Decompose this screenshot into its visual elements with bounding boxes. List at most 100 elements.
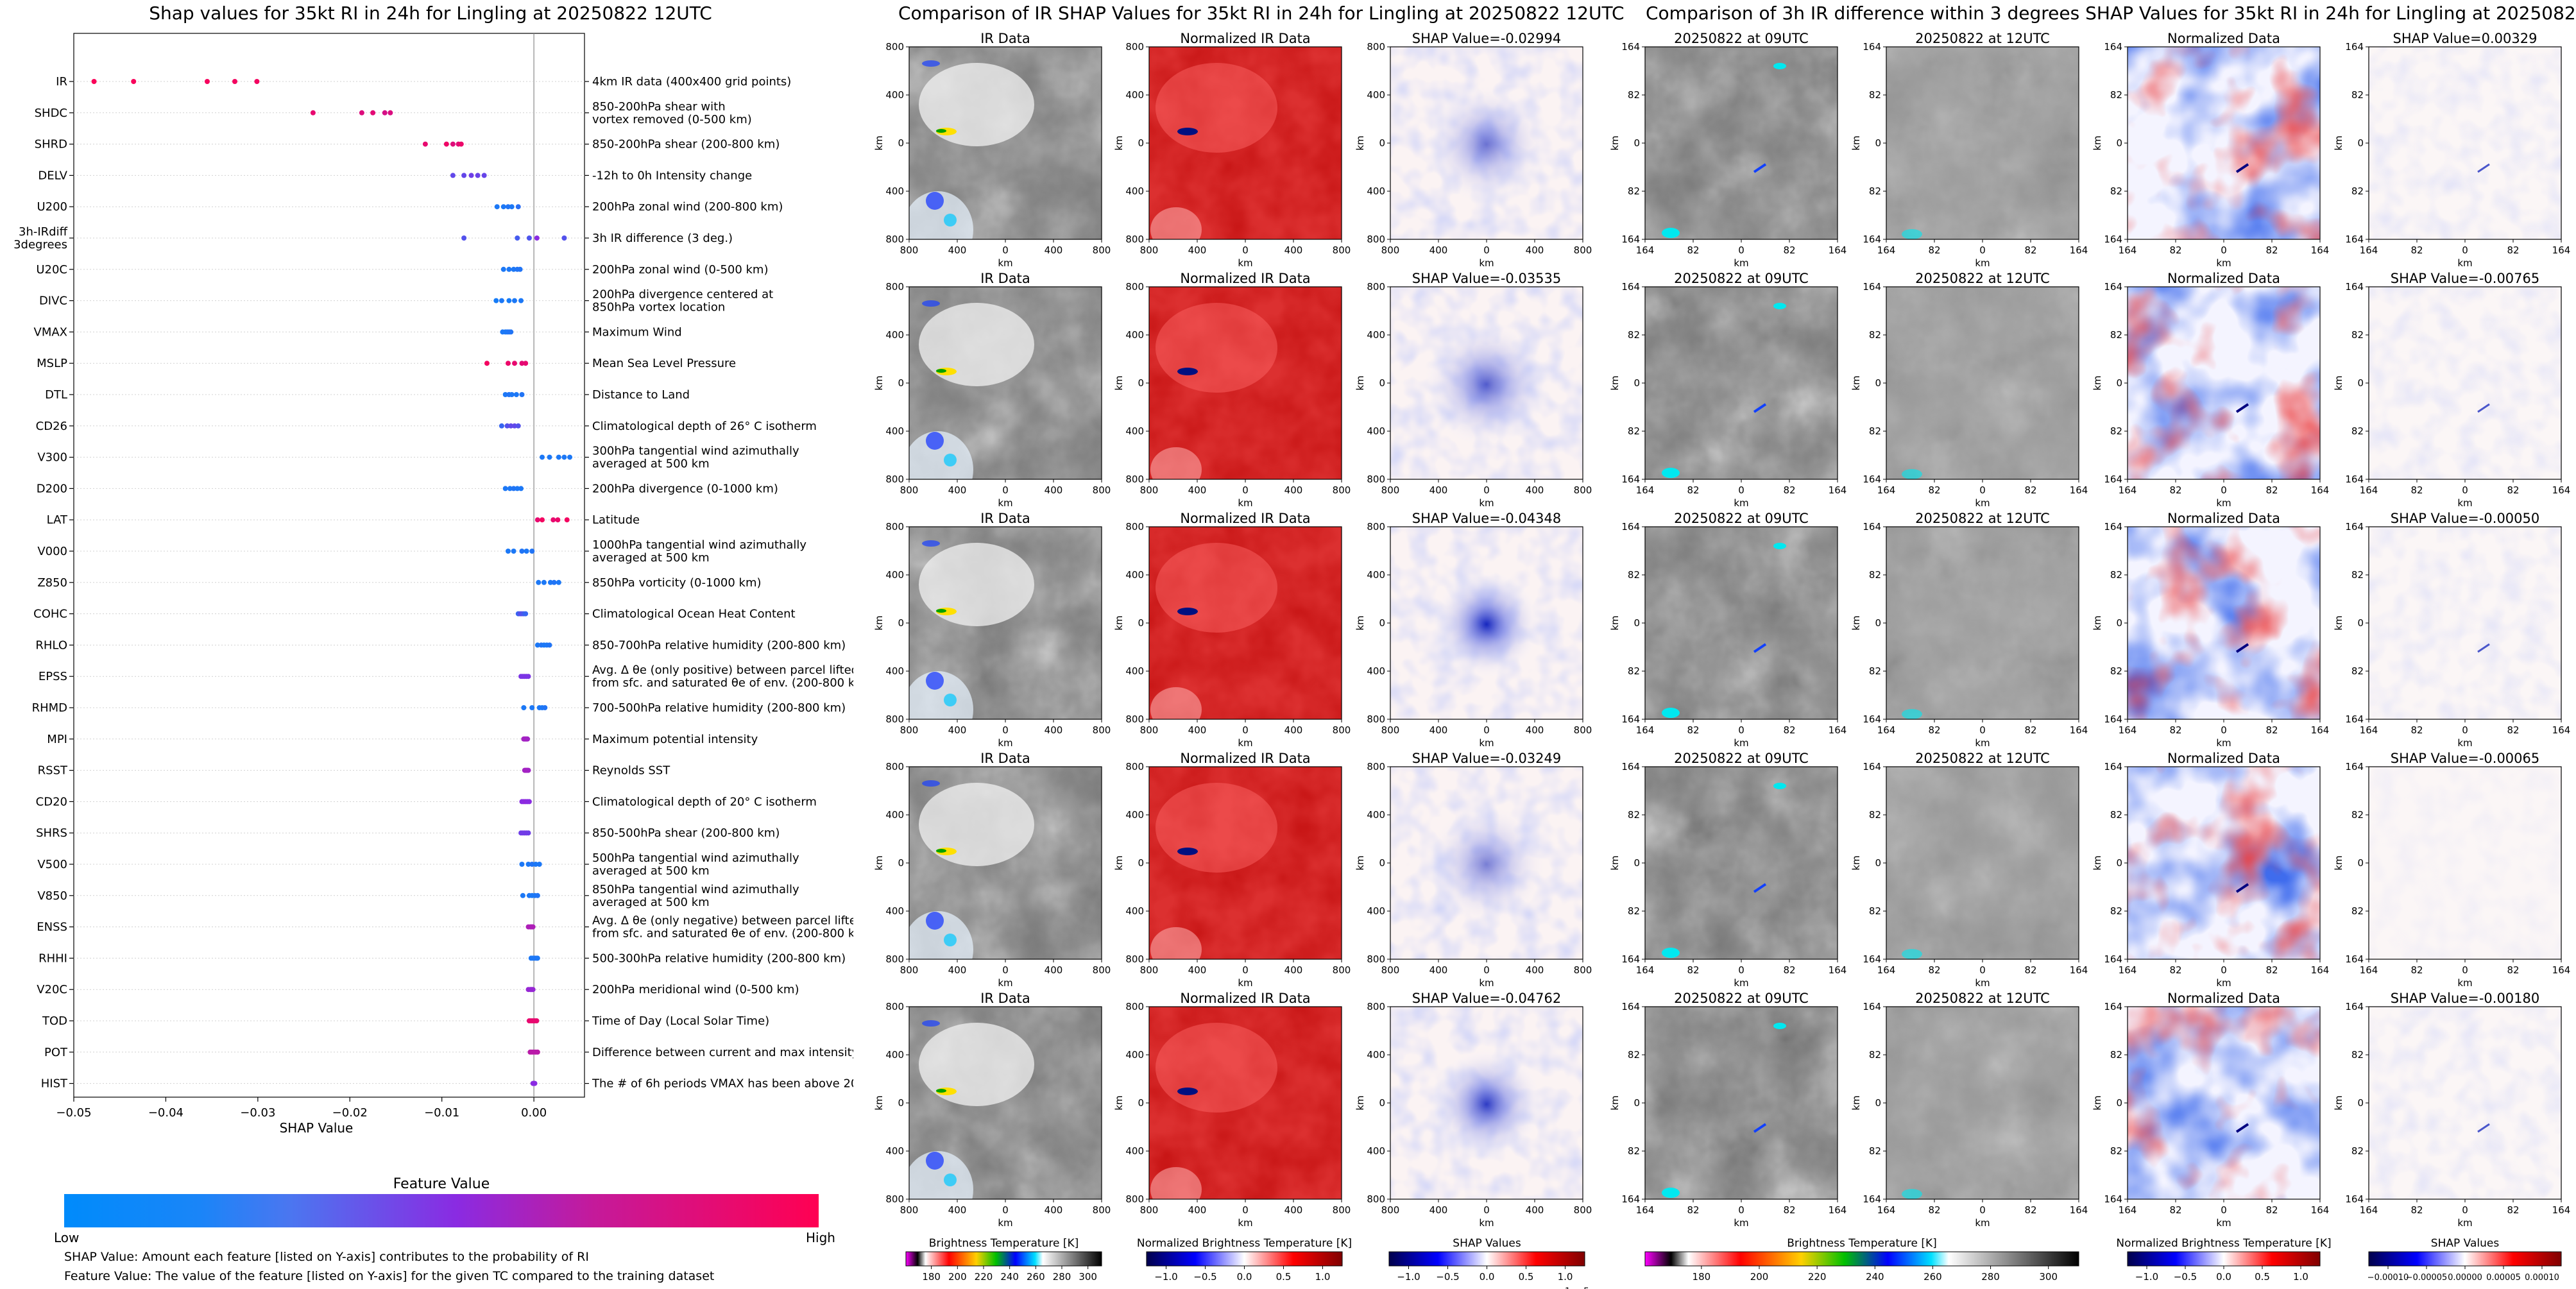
x-axis-label: km	[1734, 1217, 1748, 1229]
colorbar-tick-label: 260	[1027, 1271, 1045, 1283]
cold-cloud-top	[1902, 229, 1922, 239]
shap-point	[515, 204, 521, 210]
shap-point	[502, 392, 508, 397]
shap-point	[515, 235, 520, 241]
y-tick-label: 800	[1367, 41, 1385, 53]
y-tick-label: 800	[885, 1001, 904, 1012]
x-tick-label: 0	[1483, 1204, 1490, 1216]
shap-point	[468, 173, 474, 178]
feature-description: 850hPa tangential wind azimuthally	[592, 883, 799, 896]
shap-point	[254, 79, 260, 84]
feature-code: V850	[37, 889, 67, 903]
y-tick-label: 82	[2351, 665, 2364, 677]
cloud-texture	[1645, 287, 1838, 479]
shap-point	[561, 235, 567, 241]
warm-spot	[1177, 368, 1198, 375]
shap-point	[509, 204, 515, 210]
colorbar-tick-label: −1.0	[1397, 1271, 1420, 1283]
cloud-texture	[1886, 767, 2079, 959]
y-tick-label: 800	[1367, 234, 1385, 245]
colorbar-tick-label: 220	[975, 1271, 993, 1283]
y-tick-label: 800	[885, 953, 904, 965]
y-tick-label: 164	[2104, 474, 2122, 485]
y-tick-label: 0	[1379, 857, 1385, 869]
shap-point	[534, 1049, 540, 1055]
x-tick-label: 0	[1002, 244, 1009, 256]
x-tick-label: −0.01	[424, 1106, 459, 1120]
y-tick-label: 0	[898, 617, 904, 629]
shap-point	[534, 517, 540, 523]
x-tick-label: 400	[1429, 1204, 1448, 1216]
x-axis-label: km	[1238, 497, 1252, 509]
x-tick-label: 400	[1429, 964, 1448, 976]
x-tick-label: 164	[2552, 484, 2571, 496]
x-tick-label: 0	[1738, 724, 1744, 736]
x-tick-label: 400	[1284, 964, 1303, 976]
x-tick-label: 0	[1242, 964, 1249, 976]
convective-cluster	[909, 911, 973, 959]
panel-norm: Normalized Data1641648282008282164164kmk…	[2092, 271, 2329, 509]
panel-title: 20250822 at 12UTC	[1915, 271, 2050, 286]
warm-spot	[1177, 848, 1198, 855]
shap-point	[529, 862, 535, 867]
shap-point	[359, 110, 364, 115]
x-axis-label: km	[1238, 737, 1252, 749]
y-tick-label: 400	[1367, 569, 1385, 581]
y-tick-label: 0	[1875, 617, 1881, 629]
colorbar-tick-label: 240	[1866, 1271, 1884, 1283]
colorbar-norm_right: Normalized Brightness Temperature [K] −1.…	[2116, 1237, 2331, 1283]
cold-cloud-top	[926, 192, 944, 210]
y-axis-label: km	[2333, 135, 2344, 150]
panel-title: SHAP Value=-0.00765	[2391, 271, 2540, 286]
x-tick-label: 164	[2360, 964, 2378, 976]
positive-field	[2128, 527, 2320, 719]
cold-cloud-top	[1773, 1023, 1786, 1029]
panel-shapd: SHAP Value=-0.00765164164828200828216416…	[2333, 271, 2570, 509]
colorbar-tick-label: 300	[1079, 1271, 1097, 1283]
y-tick-label: 400	[1367, 1049, 1385, 1061]
x-tick-label: 800	[900, 244, 919, 256]
y-tick-label: 164	[2104, 761, 2122, 773]
x-tick-label: 800	[1574, 244, 1592, 256]
y-axis-label: km	[1354, 375, 1366, 390]
x-tick-label: 0	[2462, 484, 2468, 496]
feature-code: MPI	[47, 733, 67, 746]
shap-point	[499, 423, 504, 429]
feature-description: 850-500hPa shear (200-800 km)	[592, 826, 780, 840]
x-axis-label: km	[1238, 1217, 1252, 1229]
panel-title: SHAP Value=-0.04762	[1412, 991, 1562, 1006]
cold-cloud-band	[1753, 163, 1767, 173]
panel-t12: 20250822 at 12UTC1641648282008282164164k…	[1850, 511, 2088, 749]
x-tick-label: 400	[948, 484, 967, 496]
y-axis-label: km	[873, 615, 885, 630]
x-tick-label: 0	[1738, 1204, 1744, 1216]
x-tick-label: 82	[1687, 724, 1699, 736]
shap-point	[232, 79, 237, 84]
y-tick-label: 0	[2357, 377, 2364, 389]
y-axis-label: km	[1850, 135, 1862, 150]
shap-point	[519, 392, 525, 397]
y-axis-label: km	[1609, 855, 1621, 870]
y-tick-label: 82	[2110, 905, 2122, 917]
y-tick-label: 164	[1621, 234, 1640, 245]
y-tick-label: 82	[2351, 329, 2364, 341]
y-tick-label: 164	[2104, 281, 2122, 293]
shap-point	[525, 767, 531, 773]
shap-point	[475, 173, 481, 178]
colorbar-tick-label: 280	[1053, 1271, 1071, 1283]
x-axis-label: km	[2457, 497, 2472, 509]
feature-code: VMAX	[34, 325, 68, 339]
warm-spot	[936, 1089, 946, 1093]
shap-point	[450, 141, 456, 147]
panel-title: SHAP Value=-0.02994	[1412, 31, 1562, 46]
y-tick-label: 82	[1869, 329, 1881, 341]
x-tick-label: 82	[1783, 244, 1795, 256]
feature-description: Difference between current and max inten…	[592, 1046, 853, 1059]
colorbar-tick-label: 260	[1923, 1271, 1942, 1283]
y-axis-label: km	[873, 135, 885, 150]
x-tick-label: 164	[2552, 244, 2571, 256]
y-tick-label: 800	[1125, 234, 1144, 245]
y-axis-label: km	[1113, 855, 1125, 870]
x-axis-label: SHAP Value	[280, 1120, 354, 1136]
